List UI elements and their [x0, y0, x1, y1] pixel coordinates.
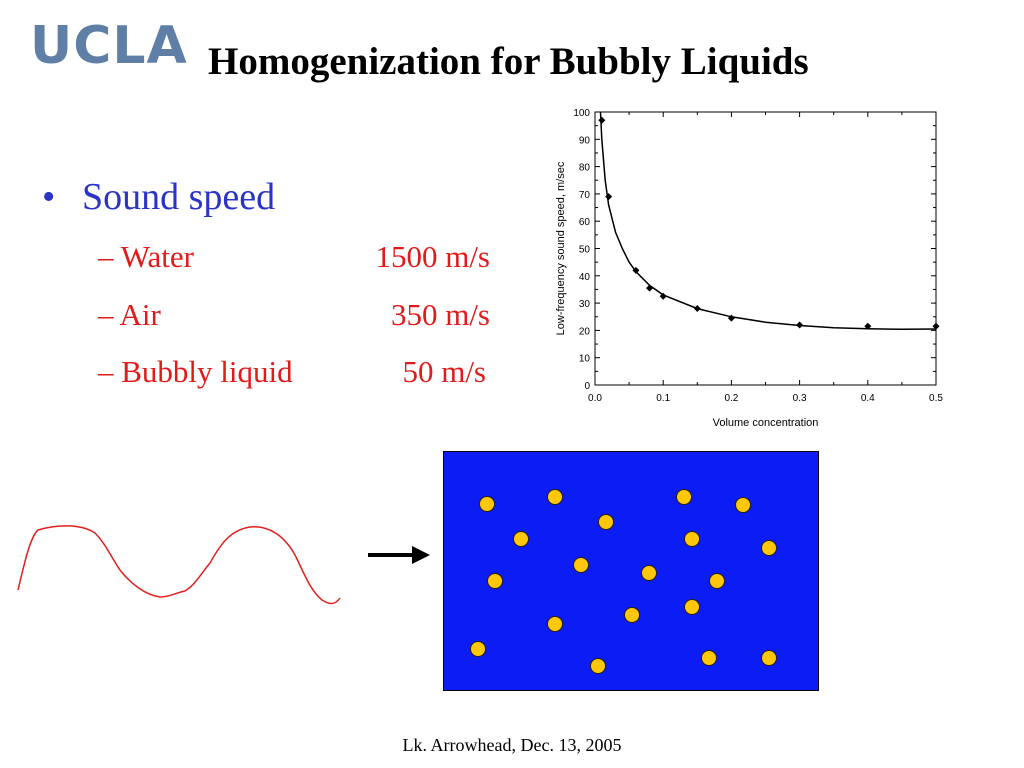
x-tick-label: 0.5 — [929, 393, 943, 404]
data-point — [598, 116, 606, 124]
footer-text: Lk. Arrowhead, Dec. 13, 2005 — [402, 735, 622, 755]
y-tick-label: 50 — [579, 245, 591, 256]
sound-speed-chart: 0 10 20 30 40 50 60 70 80 90 100 0.0 0.1 0.2 0.3 0.4 0.5… — [555, 108, 943, 429]
bubble — [479, 496, 495, 512]
data-point — [864, 322, 872, 330]
bubble — [470, 641, 486, 657]
y-tick-label: 20 — [579, 326, 591, 337]
bubble — [573, 557, 589, 573]
sub-item-label: – Air — [98, 297, 161, 332]
y-tick-label: 60 — [579, 217, 591, 228]
bullet-dot: • — [42, 176, 56, 218]
plot-frame — [594, 111, 937, 386]
sound-wave-line — [17, 525, 341, 605]
bubble — [641, 565, 657, 581]
bubble — [761, 650, 777, 666]
y-tick-label: 90 — [579, 135, 591, 146]
bubble — [684, 599, 700, 615]
sub-item-value: 50 m/s — [402, 354, 486, 389]
x-tick-label: 0.3 — [793, 393, 807, 404]
bubble — [735, 497, 751, 513]
sub-item-label: – Bubbly liquid — [98, 354, 293, 389]
bubble — [701, 650, 717, 666]
data-point — [659, 292, 667, 300]
data-point — [605, 193, 613, 201]
slide-title: Homogenization for Bubbly Liquids — [208, 40, 809, 83]
sub-item-value: 1500 m/s — [375, 239, 490, 274]
y-tick-label: 10 — [579, 354, 591, 365]
ucla-logo: UCLA — [30, 16, 188, 76]
y-tick-label: 40 — [579, 272, 591, 283]
y-axis-label: Low-frequency sound speed, m/sec — [555, 161, 567, 335]
x-tick-label: 0.0 — [588, 393, 602, 404]
bubble — [487, 573, 503, 589]
bubble — [547, 489, 563, 505]
data-point — [646, 284, 654, 292]
bubble — [624, 607, 640, 623]
x-tick-label: 0.4 — [861, 393, 875, 404]
x-axis-label: Volume concentration — [713, 417, 819, 429]
sound-wave-drawing — [17, 525, 341, 605]
sub-item-value: 350 m/s — [390, 297, 490, 332]
x-tick-label: 0.2 — [724, 393, 738, 404]
data-point — [932, 322, 940, 330]
y-tick-label: 0 — [584, 381, 590, 392]
x-tick-label: 0.1 — [656, 393, 670, 404]
arrow-icon — [368, 546, 430, 564]
fit-curve — [599, 111, 937, 331]
data-point — [796, 321, 804, 329]
bubble — [547, 616, 563, 632]
bubble — [676, 489, 692, 505]
y-tick-label: 70 — [579, 190, 591, 201]
data-point — [693, 305, 701, 313]
bubble — [761, 540, 777, 556]
y-tick-label: 30 — [579, 299, 591, 310]
bullet-text: Sound speed — [82, 176, 276, 218]
bubble — [598, 514, 614, 530]
bubble — [590, 658, 606, 674]
data-point — [727, 314, 735, 322]
bubble — [684, 531, 700, 547]
y-tick-label: 80 — [579, 163, 591, 174]
bubbly-liquid-box — [443, 451, 819, 691]
bubble — [513, 531, 529, 547]
sub-item-label: – Water — [98, 239, 194, 274]
bubble — [709, 573, 725, 589]
y-tick-label: 100 — [573, 108, 590, 119]
bullet-sound-speed: • Sound speed — [42, 174, 275, 220]
data-point — [632, 266, 640, 274]
